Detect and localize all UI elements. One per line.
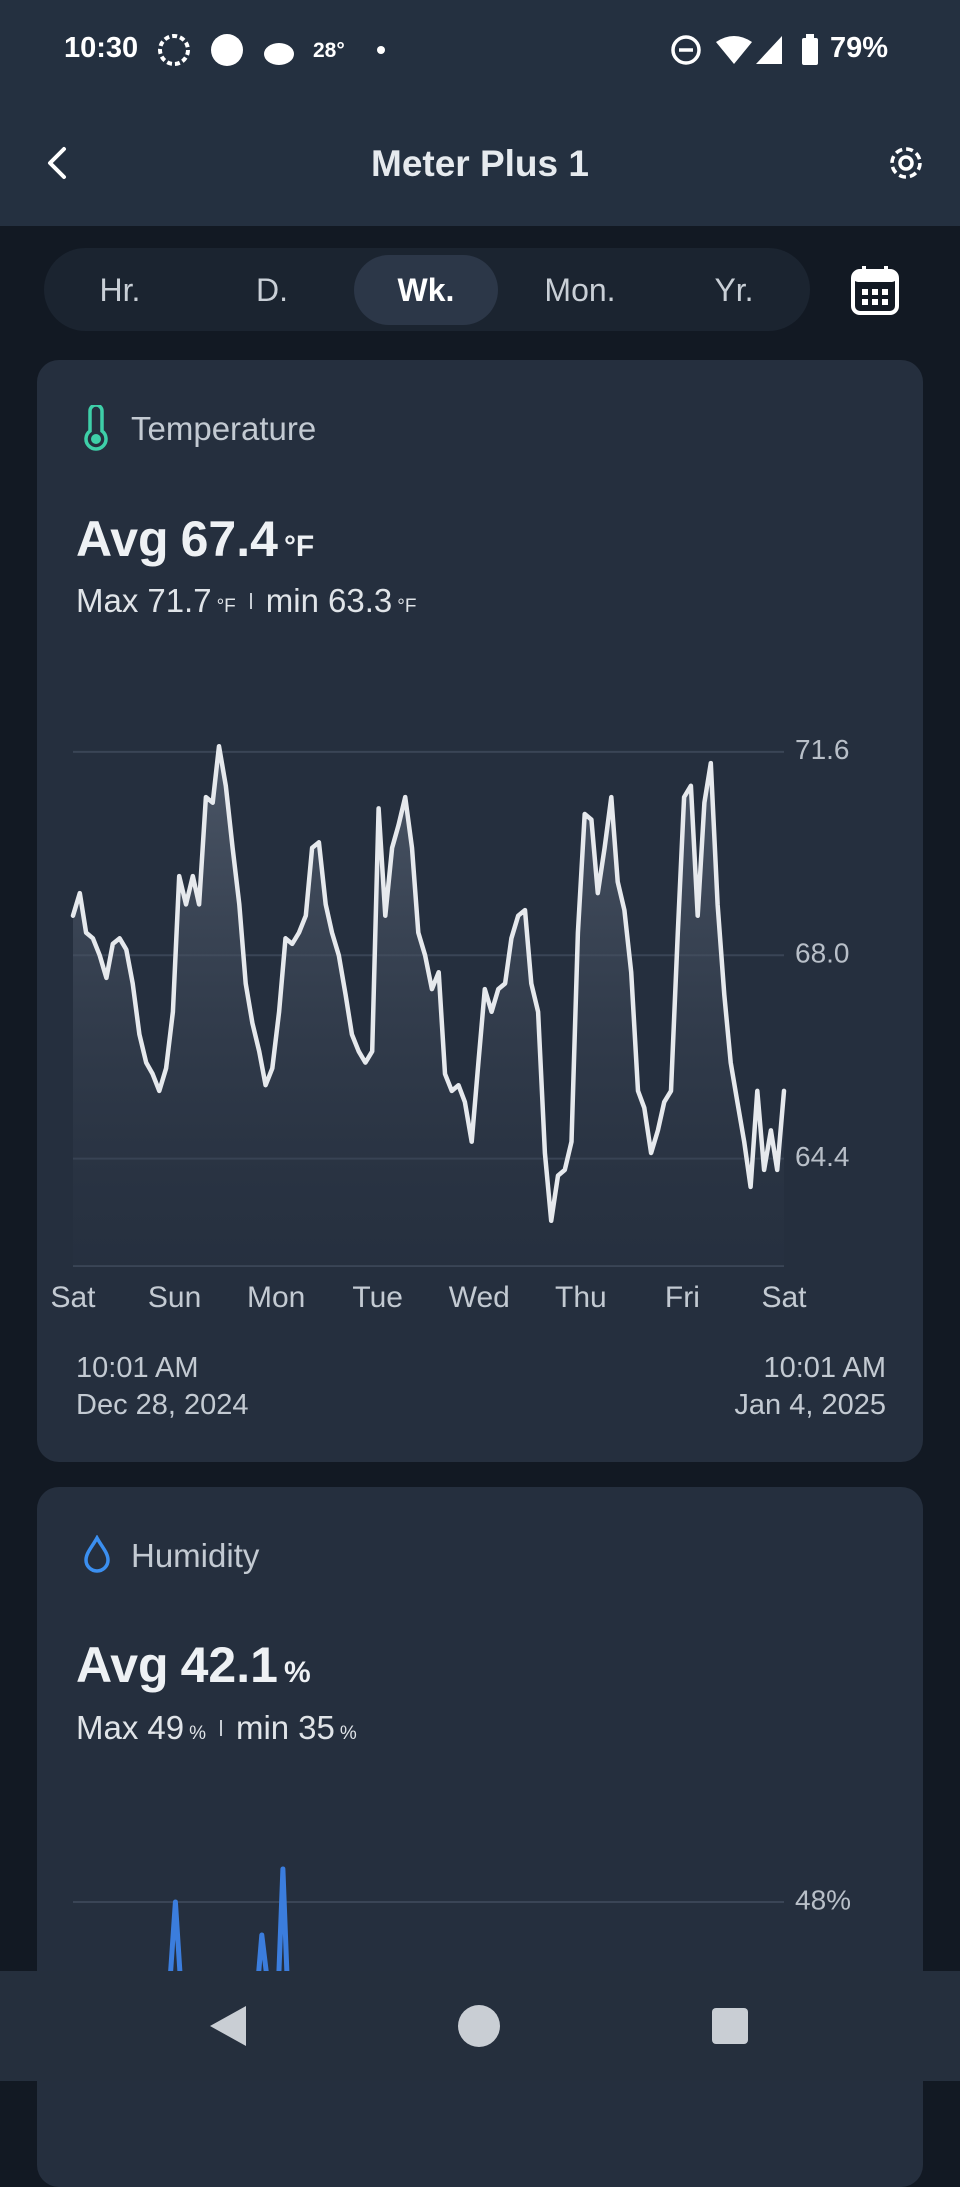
y-tick-label: 48% xyxy=(795,1884,851,1915)
nav-recents[interactable] xyxy=(712,2008,748,2044)
area-fill xyxy=(73,746,784,1266)
status-time: 10:30 xyxy=(64,32,139,64)
nav-back[interactable] xyxy=(210,2006,246,2046)
min-label: min xyxy=(235,1709,290,1746)
end-date: Jan 4, 2025 xyxy=(734,1389,886,1421)
nav-buttons xyxy=(210,2005,748,2047)
system-icons xyxy=(671,34,818,65)
status-weather: 28° xyxy=(313,39,345,62)
max-value: 71.7 xyxy=(147,582,212,619)
average: Avg 67.4 °F xyxy=(76,514,314,564)
start-date: Dec 28, 2024 xyxy=(76,1389,249,1421)
min-label: min xyxy=(265,582,319,619)
battery-icon xyxy=(806,34,814,39)
unit: % xyxy=(189,1723,206,1744)
nav-home[interactable] xyxy=(458,2005,500,2047)
avg-label: Avg xyxy=(76,1637,169,1693)
calendar-button[interactable] xyxy=(850,264,900,316)
average: Avg 42.1 % xyxy=(76,1640,311,1690)
tab[interactable]: Yr. xyxy=(714,272,754,308)
screen-title: Meter Plus 1 xyxy=(371,143,589,184)
max-min: Max 49 % min 35 % xyxy=(76,1711,357,1744)
data-line xyxy=(70,743,787,1224)
x-tick-label: Tue xyxy=(352,1281,403,1314)
card-title: Temperature xyxy=(131,410,317,447)
top-bar xyxy=(0,0,960,226)
status-icon xyxy=(211,34,243,66)
data-line xyxy=(166,1866,291,2004)
humidity-icon xyxy=(84,1535,110,1573)
min-value: 35 xyxy=(298,1709,335,1746)
status-icons xyxy=(158,34,385,66)
tab[interactable]: Wk. xyxy=(397,272,455,308)
y-tick-label: 68.0 xyxy=(795,938,850,969)
tab-selected xyxy=(354,255,498,325)
min-value: 63.3 xyxy=(327,582,393,619)
x-tick-label: Sat xyxy=(50,1281,96,1314)
status-icon xyxy=(158,34,190,66)
status-battery: 79% xyxy=(830,32,889,64)
range-end: 10:01 AM Jan 4, 2025 xyxy=(734,1350,886,1424)
avg-value: 67.4 xyxy=(180,511,278,567)
y-tick-label: 71.6 xyxy=(795,734,850,765)
max-min: Max 71.7 °F min 63.3 °F xyxy=(76,584,416,617)
separator xyxy=(219,1719,222,1736)
status-icon xyxy=(264,43,294,65)
tab[interactable]: Hr. xyxy=(99,272,141,308)
end-time: 10:01 AM xyxy=(763,1352,886,1384)
thermometer-icon xyxy=(84,405,108,451)
unit: % xyxy=(339,1723,357,1744)
unit: °F xyxy=(397,596,417,617)
status-dot xyxy=(377,46,385,54)
avg-value: 42.1 xyxy=(180,1637,278,1693)
separator xyxy=(249,592,252,609)
tab[interactable]: D. xyxy=(256,272,288,308)
signal-icon xyxy=(756,36,782,64)
y-tick-label: 64.4 xyxy=(795,1141,850,1172)
start-time: 10:01 AM xyxy=(76,1352,199,1384)
unit: °F xyxy=(283,530,315,563)
max-label: Max xyxy=(76,582,139,619)
x-tick-label: Thu xyxy=(555,1281,607,1314)
max-label: Max xyxy=(76,1709,139,1746)
battery-icon xyxy=(802,38,818,65)
x-tick-label: Wed xyxy=(449,1281,510,1314)
avg-label: Avg xyxy=(76,511,169,567)
unit: °F xyxy=(216,596,236,617)
unit: % xyxy=(283,1656,311,1689)
navigation-bar xyxy=(0,1971,960,2081)
wifi-icon xyxy=(716,36,752,64)
x-tick-label: Mon xyxy=(247,1281,305,1314)
dnd-icon xyxy=(671,35,701,65)
tab[interactable]: Mon. xyxy=(544,272,616,308)
x-tick-label: Fri xyxy=(665,1281,700,1314)
x-tick-label: Sun xyxy=(148,1281,201,1314)
back-button[interactable] xyxy=(38,143,74,183)
card-title: Humidity xyxy=(131,1537,260,1574)
charts: 71.6 68.0 64.4 Sat Sun Mon Tue Wed Thu Fri Sat 48% xyxy=(50,734,851,2004)
max-value: 49 xyxy=(147,1709,185,1746)
settings-button[interactable] xyxy=(884,141,928,185)
range-start: 10:01 AM Dec 28, 2024 xyxy=(76,1350,249,1424)
x-tick-label: Sat xyxy=(761,1281,807,1314)
